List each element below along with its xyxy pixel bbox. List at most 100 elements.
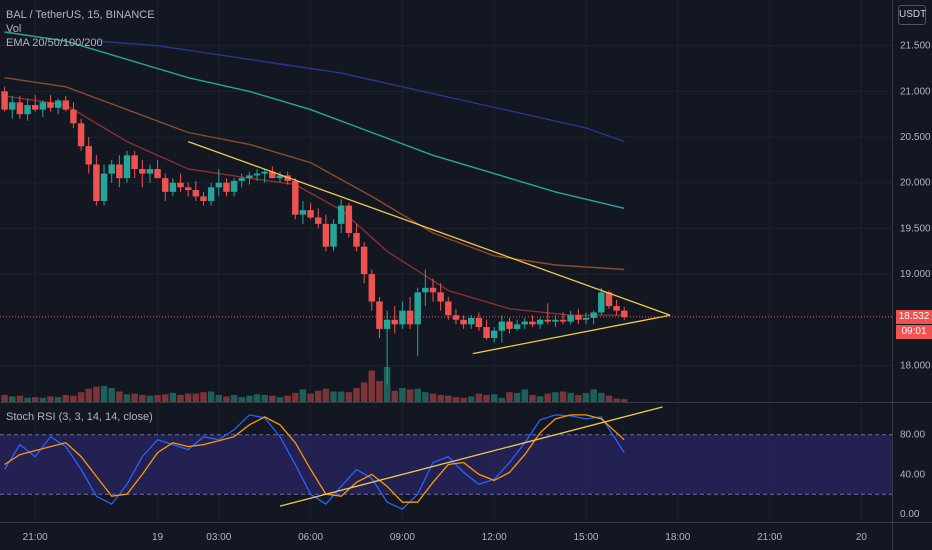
ema-lines bbox=[4, 31, 625, 316]
candle-body bbox=[483, 327, 490, 339]
volume-bar bbox=[330, 391, 337, 402]
trendline bbox=[472, 314, 671, 355]
volume-bar bbox=[184, 393, 192, 402]
volume-bar bbox=[70, 395, 77, 402]
candle-body bbox=[322, 223, 330, 247]
stoch-title[interactable]: Stoch RSI (3, 3, 14, 14, close) bbox=[6, 411, 153, 423]
axes: 21.500 21.000 20.500 20.000 19.500 19.000 18.0… bbox=[23, 41, 931, 543]
candle-body bbox=[77, 123, 85, 147]
volume-bar bbox=[613, 398, 620, 402]
volume-bar bbox=[139, 395, 146, 402]
candle-body bbox=[85, 146, 92, 165]
volume-bar bbox=[513, 392, 521, 402]
volume-bar bbox=[529, 395, 536, 402]
volume-bar bbox=[360, 382, 368, 402]
volume-bar bbox=[506, 392, 513, 402]
candle-body bbox=[330, 223, 337, 247]
volume-bar bbox=[261, 395, 268, 402]
price-tick-label: 19.000 bbox=[900, 269, 931, 280]
volume-bar bbox=[100, 385, 108, 402]
volume-bar bbox=[162, 394, 169, 402]
time-tick-label: 21:00 bbox=[23, 532, 48, 543]
volume-bar bbox=[169, 392, 177, 402]
candle-body bbox=[460, 319, 467, 325]
candle-body bbox=[337, 205, 345, 224]
volume-bar bbox=[146, 395, 154, 402]
candle-body bbox=[230, 180, 238, 192]
price-tick-label: 20.000 bbox=[900, 178, 931, 189]
volume-bar bbox=[391, 390, 398, 402]
candle-body bbox=[269, 171, 276, 179]
candle-body bbox=[582, 317, 590, 320]
price-tick-label: 21.000 bbox=[900, 86, 931, 97]
volume-bar bbox=[200, 392, 207, 402]
volume-bar bbox=[223, 396, 230, 402]
ema-label[interactable]: EMA 20/50/100/200 bbox=[6, 37, 103, 49]
candle-body bbox=[353, 232, 360, 247]
candle-body bbox=[536, 319, 544, 325]
volume-bar bbox=[299, 389, 307, 402]
candlesticks bbox=[1, 86, 628, 384]
candle-body bbox=[445, 301, 452, 316]
time-tick-label: 18:00 bbox=[665, 532, 690, 543]
candle-body bbox=[475, 317, 483, 328]
volume-bar bbox=[276, 397, 284, 402]
volume-bar bbox=[62, 395, 70, 402]
stoch-rsi-lines bbox=[0, 406, 892, 510]
volume-label[interactable]: Vol bbox=[6, 23, 22, 35]
volume-bar bbox=[452, 397, 460, 402]
candle-body bbox=[292, 180, 299, 215]
stoch-line-k bbox=[4, 414, 625, 510]
volume-bar bbox=[108, 388, 115, 402]
candle-body bbox=[284, 175, 291, 181]
price-tick-label: 19.500 bbox=[900, 223, 931, 234]
candle-body bbox=[246, 175, 253, 179]
candle-body bbox=[605, 292, 613, 307]
volume-bar bbox=[414, 388, 421, 402]
candle-body bbox=[1, 91, 8, 110]
volume-bar bbox=[315, 390, 322, 402]
stoch-trendline bbox=[279, 406, 663, 507]
volume-bar bbox=[292, 392, 299, 402]
symbol-legend: BAL / TetherUS, 15, BINANCE Vol EMA 20/5… bbox=[6, 8, 155, 50]
volume-bar bbox=[575, 395, 582, 402]
volume-bar bbox=[322, 388, 330, 402]
stoch-tick-label: 80.00 bbox=[900, 430, 925, 441]
volume-bar bbox=[337, 391, 345, 402]
candle-body bbox=[223, 182, 230, 192]
volume-bar bbox=[123, 394, 131, 402]
candle-body bbox=[192, 190, 200, 197]
candle-body bbox=[146, 169, 154, 174]
candle-body bbox=[215, 182, 223, 188]
volume-bar bbox=[116, 391, 123, 402]
candle-body bbox=[169, 182, 177, 192]
volume-bar bbox=[31, 397, 39, 402]
candle-body bbox=[39, 102, 47, 110]
currency-button[interactable]: USDT bbox=[898, 5, 926, 25]
volume-bar bbox=[605, 395, 613, 402]
price-tick-label: 18.000 bbox=[900, 360, 931, 371]
candle-body bbox=[123, 155, 131, 179]
volume-bar bbox=[93, 386, 100, 402]
price-tick-label: 21.500 bbox=[900, 41, 931, 52]
candle-body bbox=[24, 105, 31, 115]
candle-body bbox=[391, 319, 398, 325]
candle-body bbox=[93, 164, 100, 201]
time-tick-label: 20 bbox=[856, 532, 868, 543]
volume-bar bbox=[307, 393, 314, 402]
candle-body bbox=[131, 155, 138, 170]
candle-body bbox=[544, 319, 551, 322]
volume-bar bbox=[567, 392, 574, 402]
candle-body bbox=[261, 171, 268, 174]
candle-body bbox=[529, 321, 536, 325]
symbol-title[interactable]: BAL / TetherUS, 15, BINANCE bbox=[6, 9, 155, 21]
candle-body bbox=[177, 182, 184, 188]
volume-bar bbox=[253, 394, 261, 402]
volume-bar bbox=[406, 389, 414, 402]
volume-bar bbox=[468, 396, 475, 402]
candle-body bbox=[414, 292, 421, 325]
candle-body bbox=[621, 310, 628, 318]
candle-body bbox=[253, 173, 261, 176]
stoch-tick-label: 0.00 bbox=[900, 509, 920, 520]
